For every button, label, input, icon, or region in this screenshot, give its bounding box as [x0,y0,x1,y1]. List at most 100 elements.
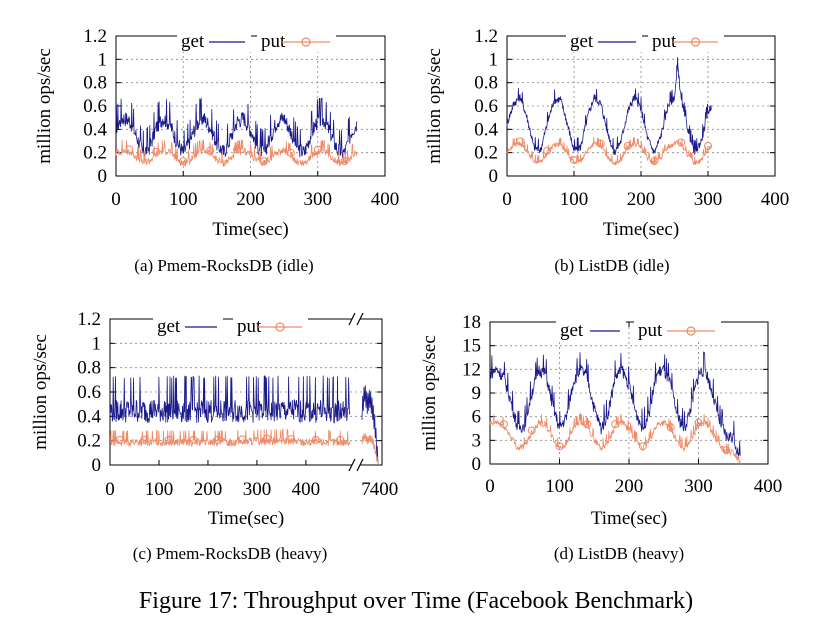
y-axis-label: million ops/sec [419,335,440,451]
series-put-line [109,428,351,448]
legend-label-put: put [261,31,286,52]
x-axis-label: Time(sec) [603,219,679,240]
y-tick-label: 0.2 [474,143,498,164]
y-tick-label: 1.2 [77,309,101,330]
x-tick-label: 100 [145,479,174,500]
series-get-line [489,351,741,458]
series-put-marker [555,442,564,451]
x-tick-label: 0 [485,476,495,497]
y-tick-label: 0 [489,166,499,187]
x-tick-label: 200 [627,189,656,210]
legend-label-get: get [570,31,594,52]
series-put-marker [611,420,620,429]
subcaption-a: (a) Pmem-RocksDB (idle) [134,256,314,275]
legend-label-put: put [652,31,677,52]
legend-label-get: get [560,320,584,341]
series-put-marker [179,157,188,166]
y-axis-label: million ops/sec [424,48,445,164]
x-tick-label: 300 [243,479,272,500]
y-tick-label: 0.2 [77,431,101,452]
series-put-marker [115,435,124,444]
y-tick-label: 1.2 [83,26,107,47]
series-put-marker [704,142,712,150]
series-put-marker [596,139,605,148]
y-axis-label: million ops/sec [30,334,51,450]
series-get-line [506,57,712,155]
x-axis-label: Time(sec) [208,508,284,529]
series-put-marker [152,147,161,156]
tail-put-line [361,433,379,466]
legend-marker-put [301,37,311,47]
x-tick-label: 200 [236,189,265,210]
y-tick-label: 0.6 [474,96,498,117]
x-tick-label: 100 [169,189,198,210]
axis-break-mark [356,458,364,472]
legend-label-put: put [638,320,663,341]
series-put-marker [583,420,592,429]
series-put-marker [259,157,268,166]
y-tick-label: 0.4 [77,406,101,427]
x-tick-label: 300 [694,189,723,210]
subcaption-d: (d) ListDB (heavy) [553,544,685,563]
x-tick-label: 100 [560,189,589,210]
series-put-line [506,137,712,166]
series-put-marker [638,442,647,451]
series-put-marker [262,434,271,443]
x-tick-label: 400 [292,479,321,500]
axis-break-mark [348,312,356,326]
legend-label-put: put [237,316,262,337]
y-tick-label: 0.8 [83,73,107,94]
x-tick-label: 0 [111,189,121,210]
y-tick-label: 15 [462,336,481,357]
series-put-marker [164,435,173,444]
legend-label-get: get [157,316,181,337]
series-put-marker [650,157,659,166]
x-tick-label: 400 [754,476,783,497]
series-put-marker [666,423,675,432]
x-tick-label: 200 [194,479,223,500]
x-tick-label: 200 [615,476,644,497]
series-put-marker [213,435,222,444]
x-tick-label: 0 [105,479,115,500]
series-put-marker [233,145,242,154]
y-tick-label: 0 [98,166,108,187]
series-put-marker [313,145,322,154]
series-put-marker [623,142,632,150]
series-put-marker [336,435,345,444]
chart-c: 00.20.40.60.811.20 100 200 300 400 7 400Time(s… [30,309,398,529]
series-put-marker [677,138,686,147]
y-tick-label: 3 [472,430,482,451]
legend-marker-put [690,37,701,47]
y-tick-label: 1 [98,49,108,70]
legend-label-get: get [181,31,205,52]
legend-marker-put [686,326,696,336]
series-put-marker [527,426,536,435]
x-tick-label: 0 [502,189,512,210]
series-put-marker [499,420,508,429]
x-tick-label: 300 [684,476,713,497]
y-tick-label: 0.6 [77,382,101,403]
series-put-marker [311,435,320,444]
series-get-line [109,375,351,424]
y-tick-label: 18 [462,312,481,333]
series-put-line [489,413,741,465]
y-tick-label: 12 [462,359,481,380]
series-put-marker [516,137,525,146]
y-tick-label: 1 [92,333,102,354]
series-put-marker [286,149,295,157]
x-tick-label: 100 [545,476,574,497]
y-tick-label: 6 [472,407,482,428]
series-put-marker [340,157,349,166]
y-tick-label: 0 [92,455,102,476]
x-axis-label: Time(sec) [212,219,288,240]
y-tick-label: 0.6 [83,96,107,117]
series-put-marker [694,418,703,427]
x-tick-label: 7 [361,479,371,500]
series-put-marker [570,156,578,164]
subcaption-c: (c) Pmem-RocksDB (heavy) [132,544,328,563]
axis-break-mark [348,458,356,472]
axis-break-mark [356,312,364,326]
series-get-line [115,97,358,158]
